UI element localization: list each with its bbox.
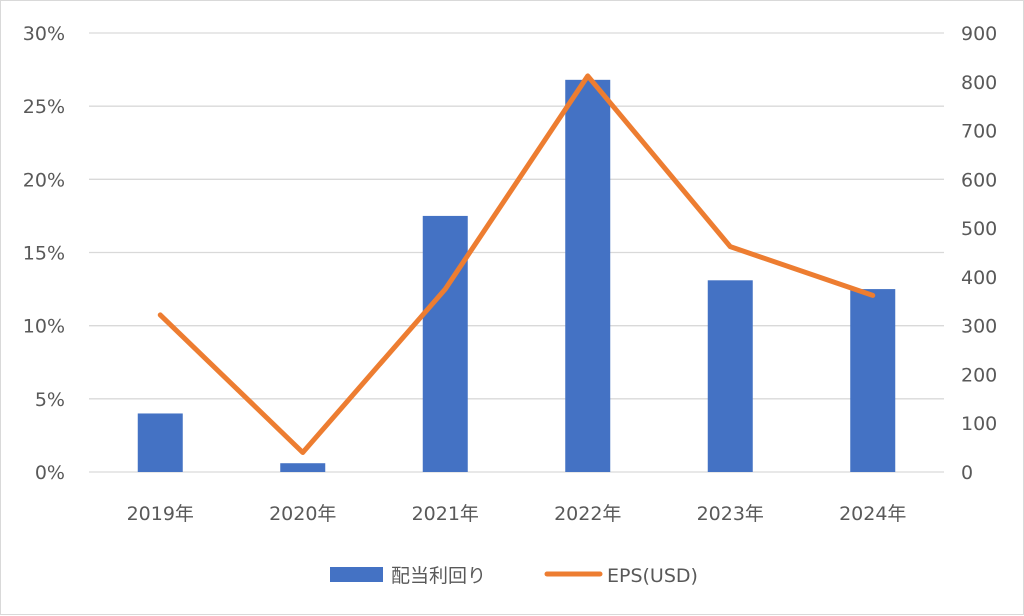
- x-tick-label: 2022年: [554, 503, 621, 525]
- bar-series-dividend-yield: [137, 79, 896, 473]
- legend: 配当利回り EPS(USD): [330, 565, 698, 587]
- right-tick-label: 800: [961, 72, 997, 94]
- left-tick-label: 10%: [23, 316, 65, 338]
- x-tick-label: 2021年: [412, 503, 479, 525]
- left-tick-label: 0%: [35, 462, 65, 484]
- bar: [422, 215, 468, 472]
- legend-label-eps: EPS(USD): [607, 565, 698, 587]
- right-tick-label: 100: [961, 413, 997, 435]
- legend-label-dividend-yield: 配当利回り: [391, 565, 486, 587]
- left-tick-label: 30%: [23, 23, 65, 45]
- line-series-eps: [157, 73, 876, 455]
- bar: [850, 289, 896, 472]
- x-tick-label: 2020年: [269, 503, 336, 525]
- left-tick-label: 20%: [23, 169, 65, 191]
- right-tick-label: 400: [961, 267, 997, 289]
- x-tick-label: 2019年: [127, 503, 194, 525]
- x-tick-label: 2024年: [839, 503, 906, 525]
- right-axis-tick-labels: 0 100 200 300 400 500 600 700 800 900: [961, 23, 997, 484]
- left-axis-tick-labels: 0% 5% 10% 15% 20% 25% 30%: [23, 23, 65, 484]
- right-tick-label: 300: [961, 316, 997, 338]
- left-tick-label: 25%: [23, 96, 65, 118]
- legend-swatch-dividend-yield: [330, 567, 383, 582]
- right-tick-label: 900: [961, 23, 997, 45]
- x-tick-label: 2023年: [697, 503, 764, 525]
- left-tick-label: 5%: [35, 389, 65, 411]
- bar: [565, 79, 611, 473]
- bar: [707, 280, 753, 472]
- right-tick-label: 200: [961, 364, 997, 386]
- right-tick-label: 0: [961, 462, 973, 484]
- bar: [137, 413, 183, 472]
- left-tick-label: 15%: [23, 243, 65, 265]
- right-tick-label: 700: [961, 121, 997, 143]
- right-tick-label: 500: [961, 218, 997, 240]
- x-axis-tick-labels: 2019年 2020年 2021年 2022年 2023年 2024年: [127, 503, 907, 525]
- right-tick-label: 600: [961, 169, 997, 191]
- gridlines: [89, 32, 944, 473]
- bar: [280, 463, 326, 472]
